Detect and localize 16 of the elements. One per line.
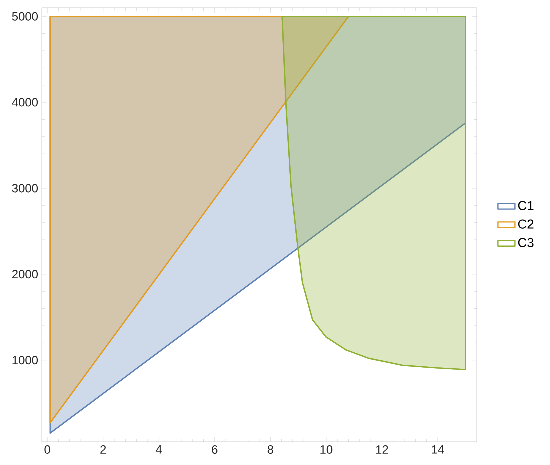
y-tick-label: 2000: [12, 270, 38, 279]
x-tick-label: 4: [156, 446, 162, 454]
y-tick-label: 5000: [12, 12, 38, 21]
legend-label: C3: [518, 238, 534, 248]
legend-label: C2: [518, 220, 534, 229]
y-tick-label: 4000: [12, 98, 38, 107]
x-tick-label: 6: [212, 446, 218, 454]
legend-label: C1: [518, 201, 534, 210]
x-tick-label: 14: [432, 446, 444, 454]
y-tick-label: 3000: [12, 184, 38, 193]
x-tick-label: 10: [320, 446, 333, 454]
x-tick-label: 8: [268, 446, 274, 454]
y-tick-label: 1000: [12, 356, 38, 365]
x-tick-label: 0: [44, 446, 50, 454]
x-tick-label: 2: [100, 446, 106, 454]
x-tick-label: 12: [376, 446, 388, 454]
